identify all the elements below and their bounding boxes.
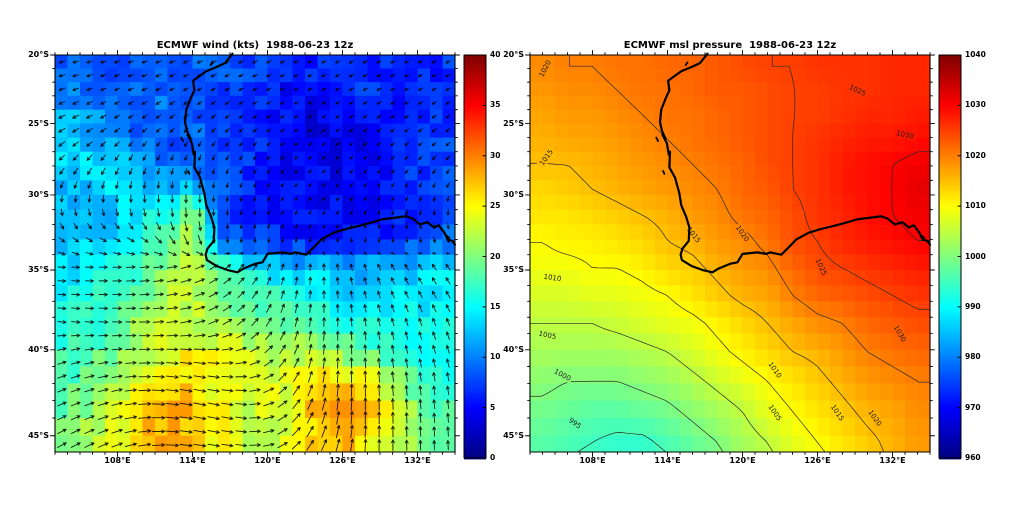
colorbar-tick-label: 40 [490, 50, 501, 59]
colorbar-tick-label: 980 [965, 352, 981, 362]
x-tick-label: 114°E [654, 456, 681, 465]
y-tick-label: 30°S [28, 189, 49, 199]
y-tick-label: 40°S [503, 344, 524, 354]
colorbar-tick-label: 1000 [965, 251, 986, 261]
colorbar-tick-label: 5 [490, 402, 496, 412]
x-tick-label: 114°E [179, 456, 206, 465]
x-tick-label: 132°E [404, 456, 431, 465]
colorbar-tick-label: 1040 [965, 50, 986, 59]
colorbar-tick-label: 15 [490, 301, 501, 311]
y-tick-label: 25°S [28, 118, 49, 128]
y-tick-label: 45°S [28, 430, 49, 440]
colorbar-tick-label: 970 [965, 402, 981, 412]
y-tick-label: 30°S [503, 189, 524, 199]
x-tick-label: 126°E [804, 456, 831, 465]
colorbar-tick-label: 30 [490, 150, 501, 160]
colorbar-tick-label: 1010 [965, 201, 986, 211]
y-tick-label: 20°S [28, 50, 49, 59]
colorbar-tick-label: 0 [490, 453, 496, 462]
colorbar-tick-label: 1030 [965, 100, 986, 110]
colorbar-tick-label: 25 [490, 201, 501, 211]
colorbar-tick-label: 1020 [965, 150, 986, 160]
x-tick-label: 132°E [879, 456, 906, 465]
colorbar-tick-label: 20 [490, 251, 501, 261]
colorbar-tick-label: 10 [490, 352, 501, 362]
y-tick-label: 35°S [503, 265, 524, 274]
x-tick-label: 120°E [729, 456, 756, 465]
y-tick-label: 40°S [28, 344, 49, 354]
colorbar-tick-label: 960 [965, 453, 981, 462]
pressure-panel-title: ECMWF msl pressure 1988-06-23 12z [623, 40, 837, 51]
x-tick-label: 120°E [254, 456, 281, 465]
y-tick-label: 35°S [28, 265, 49, 274]
x-tick-label: 108°E [104, 456, 131, 465]
wind-panel-title: ECMWF wind (kts) 1988-06-23 12z [156, 40, 354, 51]
y-tick-label: 45°S [503, 430, 524, 440]
x-tick-label: 108°E [579, 456, 606, 465]
x-tick-label: 126°E [329, 456, 356, 465]
colorbar-tick-label: 990 [965, 301, 981, 311]
colorbar-tick-label: 35 [490, 100, 501, 110]
y-tick-label: 20°S [503, 50, 524, 59]
y-tick-label: 25°S [503, 118, 524, 128]
